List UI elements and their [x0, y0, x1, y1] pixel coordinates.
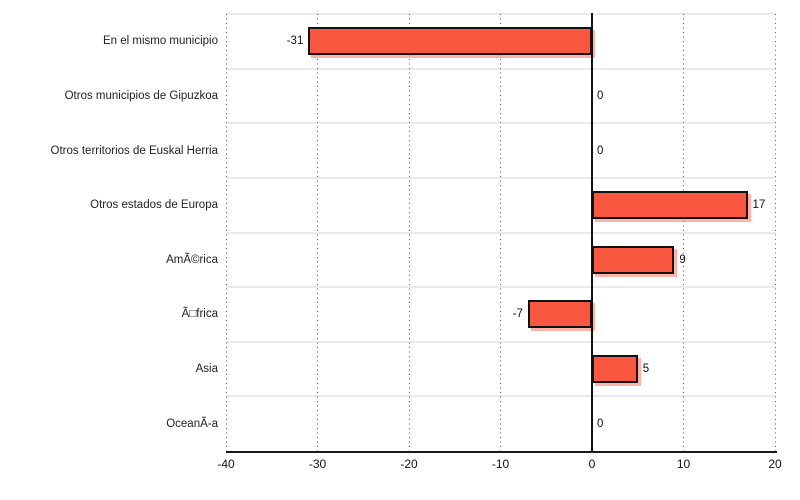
- x-tick-label: 10: [676, 457, 691, 471]
- value-label: -7: [512, 308, 523, 321]
- value-label: 0: [597, 89, 604, 102]
- category-label: AmÃ©rica: [166, 253, 218, 266]
- x-tick-label: -30: [308, 457, 327, 471]
- bar-segment: [308, 27, 592, 56]
- gridline-x-10: [683, 14, 684, 451]
- zero-axis-line: [591, 13, 593, 451]
- gridline-x--30: [317, 14, 318, 451]
- category-label: Otros municipios de Gipuzkoa: [64, 89, 218, 102]
- bar-segment: [527, 300, 592, 329]
- band-separator: [226, 231, 776, 234]
- gridline-x--10: [500, 14, 501, 451]
- band-separator: [226, 395, 776, 398]
- band-separator: [226, 122, 776, 125]
- band-separator: [226, 13, 776, 15]
- bar-segment: [592, 191, 748, 220]
- x-tick-label: -40: [217, 457, 235, 471]
- value-label: 17: [752, 199, 766, 212]
- category-label: En el mismo municipio: [102, 35, 218, 48]
- x-axis-line: [226, 451, 777, 453]
- value-label: 9: [679, 253, 686, 266]
- band-separator: [226, 67, 776, 70]
- gridline-x-20: [774, 14, 776, 451]
- category-label: Asia: [195, 363, 218, 376]
- band-separator: [226, 340, 776, 343]
- bar-segment: [592, 245, 675, 274]
- band-separator: [226, 176, 776, 179]
- band-separator: [226, 286, 776, 289]
- x-tick-label: -10: [491, 457, 510, 471]
- category-label: Otros territorios de Euskal Herria: [50, 144, 218, 157]
- gridline-x--20: [408, 14, 410, 451]
- x-tick-label: -20: [400, 457, 418, 471]
- value-label: 0: [597, 417, 604, 430]
- category-label: Otros estados de Europa: [90, 199, 218, 212]
- value-label: -31: [286, 35, 304, 48]
- x-tick-label: 0: [588, 457, 596, 471]
- x-tick-label: 20: [768, 457, 782, 471]
- category-label: Ã□frica: [181, 308, 218, 321]
- category-label: OceanÃ-a: [166, 417, 218, 430]
- value-label: 0: [597, 144, 604, 157]
- gridline-x--40: [225, 14, 227, 451]
- value-label: 5: [642, 363, 650, 376]
